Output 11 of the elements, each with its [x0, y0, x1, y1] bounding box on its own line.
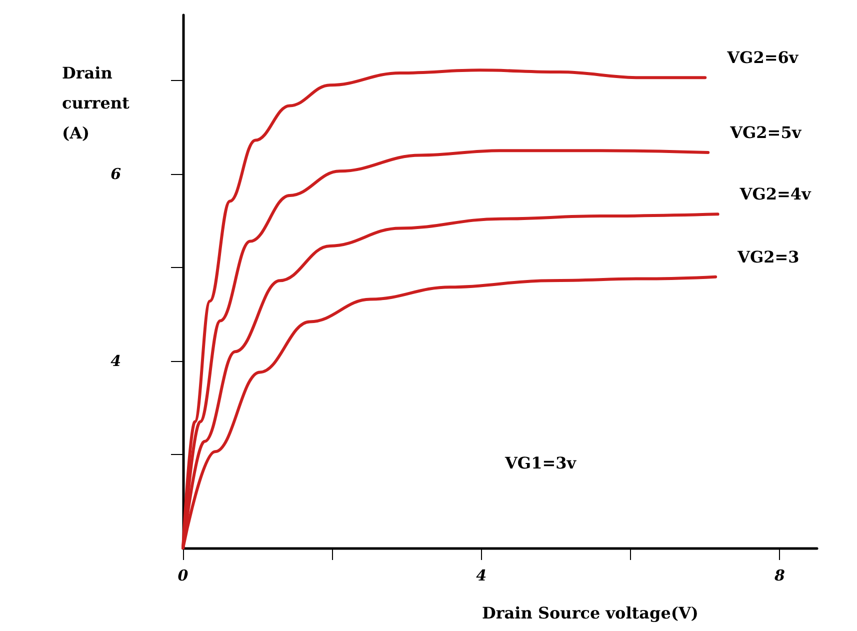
series-label: VG2=3	[736, 247, 800, 266]
x-tick-label: 8	[773, 566, 786, 584]
x-tick-label: 4	[476, 566, 487, 584]
series-label: VG2=5v	[729, 122, 802, 142]
x-axis-title: Drain Source voltage(V)	[482, 604, 698, 622]
series-label: VG2=6v	[726, 48, 799, 68]
series-label: VG2=4v	[738, 184, 812, 204]
y-tick-label: 6	[110, 164, 122, 183]
x-tick-label: 0	[178, 566, 189, 584]
y-axis-title: Drain current (A)	[62, 64, 136, 142]
annotation: VG1=3v	[504, 454, 577, 472]
